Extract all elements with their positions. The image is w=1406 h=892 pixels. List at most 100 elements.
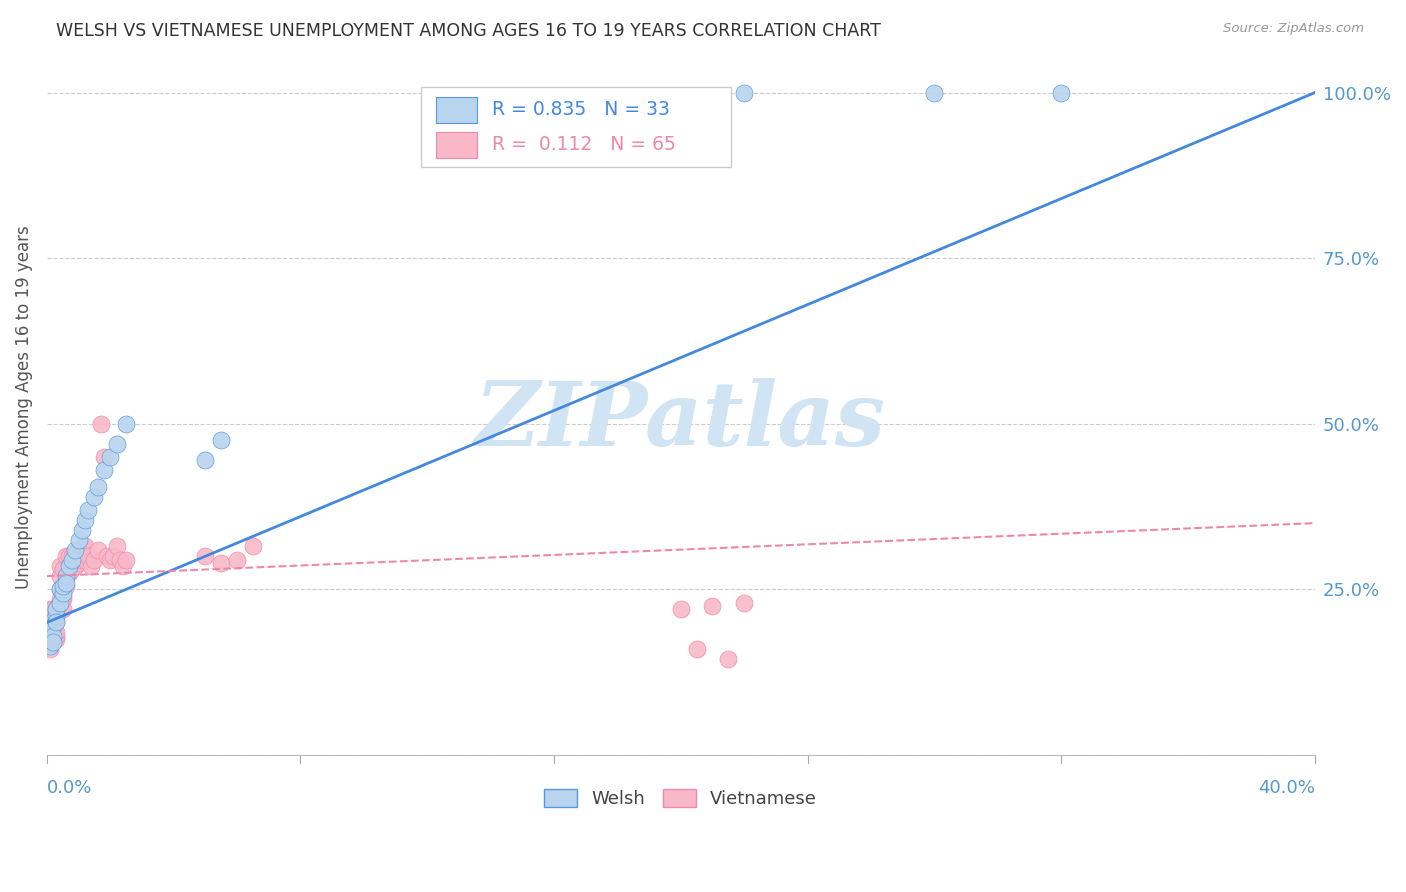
Point [702, 599, 724, 613]
Point [58, 559, 80, 574]
Point [669, 602, 692, 616]
Point [103, 549, 125, 564]
Text: R = 0.835   N = 33: R = 0.835 N = 33 [492, 100, 669, 120]
Point [105, 539, 128, 553]
Point [93, 450, 115, 464]
Point [80, 559, 103, 574]
Point [86, 542, 108, 557]
Point [42, 608, 65, 623]
Point [733, 596, 755, 610]
Point [96, 549, 118, 564]
Point [45, 615, 67, 630]
Point [39, 602, 62, 616]
Point [58, 566, 80, 580]
Point [86, 480, 108, 494]
Point [45, 602, 67, 616]
Point [42, 635, 65, 649]
Point [48, 596, 70, 610]
Point [83, 490, 105, 504]
Point [209, 434, 232, 448]
Point [48, 582, 70, 597]
Point [45, 606, 67, 620]
Point [73, 513, 96, 527]
Point [65, 559, 87, 574]
Point [60, 549, 83, 564]
Point [209, 556, 232, 570]
Point [39, 642, 62, 657]
Point [42, 632, 65, 646]
Point [39, 629, 62, 643]
Point [77, 503, 100, 517]
Point [55, 569, 77, 583]
Point [717, 652, 740, 666]
Point [39, 632, 62, 646]
FancyBboxPatch shape [420, 87, 731, 168]
Point [39, 615, 62, 630]
Point [98, 450, 121, 464]
Point [73, 552, 96, 566]
Point [55, 569, 77, 583]
Point [48, 602, 70, 616]
Point [45, 625, 67, 640]
Point [65, 542, 87, 557]
Text: R =  0.112   N = 65: R = 0.112 N = 65 [492, 136, 676, 154]
Point [48, 592, 70, 607]
Point [70, 523, 93, 537]
Point [108, 552, 131, 566]
Point [48, 569, 70, 583]
FancyBboxPatch shape [436, 97, 477, 122]
Point [242, 539, 264, 553]
Point [60, 562, 83, 576]
Point [39, 625, 62, 640]
Point [73, 539, 96, 553]
Y-axis label: Unemployment Among Ages 16 to 19 years: Unemployment Among Ages 16 to 19 years [15, 226, 32, 589]
Point [45, 608, 67, 623]
Legend: Welsh, Vietnamese: Welsh, Vietnamese [537, 781, 824, 815]
Point [42, 629, 65, 643]
Point [42, 629, 65, 643]
Point [67, 542, 90, 557]
Point [67, 556, 90, 570]
Point [55, 549, 77, 564]
Point [48, 582, 70, 597]
Point [55, 575, 77, 590]
Point [58, 549, 80, 564]
Point [83, 552, 105, 566]
Text: 40.0%: 40.0% [1258, 779, 1315, 797]
Point [48, 559, 70, 574]
Point [685, 642, 707, 657]
Point [105, 436, 128, 450]
Text: ZIPatlas: ZIPatlas [475, 378, 886, 465]
Point [924, 86, 946, 100]
Point [45, 629, 67, 643]
Point [45, 615, 67, 630]
Point [52, 589, 75, 603]
Point [39, 632, 62, 646]
Point [194, 549, 217, 564]
Point [70, 539, 93, 553]
Point [115, 552, 138, 566]
Point [90, 417, 112, 431]
Point [67, 533, 90, 547]
Point [111, 559, 134, 574]
Point [42, 625, 65, 640]
Point [45, 632, 67, 646]
Point [65, 546, 87, 560]
Point [226, 552, 249, 566]
Point [52, 562, 75, 576]
Text: 0.0%: 0.0% [46, 779, 93, 797]
Text: WELSH VS VIETNAMESE UNEMPLOYMENT AMONG AGES 16 TO 19 YEARS CORRELATION CHART: WELSH VS VIETNAMESE UNEMPLOYMENT AMONG A… [56, 22, 882, 40]
Point [70, 552, 93, 566]
Point [93, 463, 115, 477]
Point [1050, 86, 1073, 100]
Point [733, 86, 755, 100]
Point [52, 592, 75, 607]
Point [115, 417, 138, 431]
Point [194, 453, 217, 467]
Point [60, 552, 83, 566]
Point [45, 602, 67, 616]
Text: Source: ZipAtlas.com: Source: ZipAtlas.com [1223, 22, 1364, 36]
Point [42, 602, 65, 616]
Point [52, 602, 75, 616]
Point [52, 585, 75, 599]
